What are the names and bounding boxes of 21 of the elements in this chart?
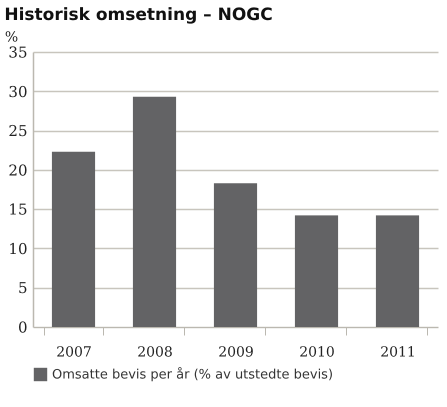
chart-title: Historisk omsetning – NOGC — [4, 5, 273, 25]
bar — [376, 215, 420, 327]
bar — [52, 152, 96, 327]
x-tick-label: 2008 — [137, 344, 173, 360]
bar — [132, 96, 176, 327]
x-tick-label: 2007 — [56, 344, 92, 360]
y-tick-label: 15 — [8, 200, 28, 219]
y-tick-label: 25 — [8, 122, 28, 140]
y-tick-label: 10 — [8, 240, 28, 258]
legend-label: Omsatte bevis per år (% av utstedte bevis) — [52, 366, 334, 382]
x-tick-label: 2009 — [218, 344, 254, 360]
y-tick-label: 20 — [8, 161, 28, 180]
bar — [214, 183, 258, 327]
x-tick-label: 2010 — [299, 344, 335, 360]
bar — [294, 215, 338, 327]
y-tick-label: 0 — [18, 318, 28, 336]
y-tick-label: 30 — [8, 82, 28, 101]
y-axis-title: % — [4, 30, 18, 46]
y-tick-label: 35 — [8, 44, 28, 62]
y-tick-label: 5 — [18, 279, 28, 298]
x-tick-label: 2011 — [380, 344, 416, 360]
